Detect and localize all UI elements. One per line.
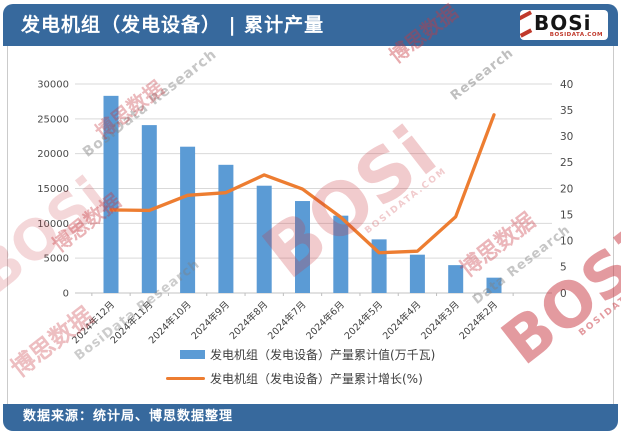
page-title: 发电机组（发电设备） | 累计产量 [21,14,325,36]
logo-text: BOSi [534,11,592,35]
y-axis-label-right: 10 [560,236,573,248]
report-card: 发电机组（发电设备） | 累计产量 BOSi BOSIDATA.COM 数据来源… [3,4,618,431]
legend: 发电机组（发电设备）产量累计值(万千瓦) 发电机组（发电设备）产量累计增长(%) [166,346,435,394]
x-axis-label: 2024年9月 [189,299,232,342]
trend-line [109,113,496,255]
logo-stripe-icon [520,10,533,22]
bar [256,185,272,293]
y-axis-label-right: 5 [560,262,567,274]
bar [103,95,119,293]
y-axis-label-left: 30000 [37,80,69,91]
y-axis-label-right: 20 [560,183,573,195]
y-axis-label-right: 0 [560,288,567,300]
bar [218,164,234,293]
legend-label-line: 发电机组（发电设备）产量累计增长(%) [210,372,423,386]
y-axis-label-right: 30 [560,131,573,143]
logo-domain: BOSIDATA.COM [549,32,603,38]
x-axis-label: 2024年4月 [380,299,423,342]
y-axis-label-right: 40 [560,79,573,91]
bar [409,254,425,293]
bar [486,277,502,293]
legend-item-bars: 发电机组（发电设备）产量累计值(万千瓦) [166,346,435,363]
y-axis-label-left: 10000 [37,219,69,230]
header-bar: 发电机组（发电设备） | 累计产量 BOSi BOSIDATA.COM [3,4,618,46]
logo-stripe-icon [520,28,533,38]
x-axis-label: 2024年2月 [457,299,500,342]
data-source: 数据来源：统计局、博思数据整理 [23,409,234,424]
y-axis-label-left: 20000 [37,149,69,160]
y-axis-label-left: 0 [63,289,69,300]
bar [448,265,464,293]
y-axis-label-right: 25 [560,157,573,169]
x-axis-label: 2024年8月 [227,299,270,342]
legend-swatch-line [166,377,205,380]
y-axis-label-left: 25000 [37,114,69,125]
combo-chart: 0 5000 10000 15000 20000 25000 30000 0 5 10 15 20 25… [37,79,573,346]
y-axis-label-right: 35 [560,105,573,117]
legend-swatch-bar [180,350,205,359]
footer-bar: 数据来源：统计局、博思数据整理 [3,404,618,431]
x-axis-label: 2024年5月 [342,299,385,342]
bar [180,146,196,293]
legend-item-line: 发电机组（发电设备）产量累计增长(%) [166,370,435,387]
x-axis-label: 2024年3月 [419,299,462,342]
bosi-logo: BOSi BOSIDATA.COM [520,10,608,40]
bar [333,215,349,293]
y-axis-label-left: 15000 [37,184,69,195]
y-axis-label-left: 5000 [44,254,69,265]
x-axis-label: 2024年7月 [265,299,308,342]
legend-label-bars: 发电机组（发电设备）产量累计值(万千瓦) [210,348,436,362]
bar [295,201,310,293]
y-axis-label-right: 15 [560,209,573,221]
x-axis-label: 2024年6月 [304,299,347,342]
